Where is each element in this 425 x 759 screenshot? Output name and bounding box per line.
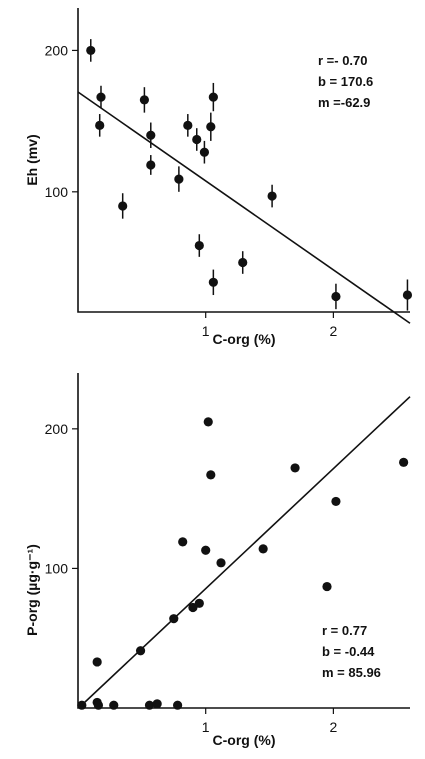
chart1-data-point: [96, 92, 106, 102]
chart1-data-point: [194, 240, 204, 251]
chart2-data-point: [173, 700, 183, 710]
chart1-stat-0: r =- 0.70: [318, 53, 368, 68]
chart2-data-point: [135, 646, 146, 656]
chart2-data-point: [399, 457, 409, 467]
chart1-data-point: [95, 120, 105, 130]
chart1-data-point: [183, 120, 193, 130]
chart2-data-point: [203, 417, 213, 427]
chart2-data-point: [290, 463, 300, 473]
chart1-data-point: [208, 92, 218, 102]
chart2-data-point: [331, 496, 341, 507]
chart1-data-point: [402, 290, 413, 300]
chart2-data-point: [194, 598, 204, 608]
chart2-y-tick-label: 200: [45, 421, 69, 437]
chart1-y-tick-label: 200: [45, 42, 69, 58]
chart1-x-tick-label: 2: [329, 323, 337, 339]
chart2-data-point: [77, 700, 87, 710]
chart2-data-point: [109, 700, 119, 710]
chart1-stat-2: m =-62.9: [318, 95, 370, 110]
chart2-stat-1: b = -0.44: [322, 644, 375, 659]
chart2-data-point: [92, 657, 102, 667]
chart2-data-point: [152, 699, 162, 709]
chart2-data-point: [206, 470, 216, 480]
chart1-regression-line: [77, 91, 411, 324]
chart2-data-point: [178, 537, 188, 547]
chart2-data-point: [201, 545, 211, 555]
chart2-data-point: [93, 700, 104, 710]
chart1-data-point: [331, 291, 341, 302]
chart1-data-point: [139, 95, 149, 105]
porg-vs-corg-chart: 1 2 100 200 C-org (%) P-org (µg·g⁻¹) r = 0…: [24, 373, 411, 748]
chart1-data-point: [174, 174, 184, 184]
chart2-data-point: [258, 544, 268, 554]
chart2-x-tick-label: 1: [202, 719, 210, 735]
chart2-stat-0: r = 0.77: [322, 623, 367, 638]
chart1-data-point: [192, 134, 202, 145]
chart2-axes: [77, 373, 410, 709]
chart1-axes: [77, 8, 410, 313]
chart2-x-axis-label: C-org (%): [213, 732, 276, 748]
chart2-y-tick-label: 100: [45, 560, 69, 576]
chart1-stat-1: b = 170.6: [318, 74, 373, 89]
chart1-data-point: [146, 130, 156, 140]
eh-vs-corg-chart: 1 2 100 200 C-org (%) Eh (mv) r =- 0.70 b =…: [24, 8, 413, 347]
chart1-data-point: [86, 45, 96, 56]
chart1-x-tick-label: 1: [202, 323, 210, 339]
chart1-data-point: [199, 147, 210, 157]
chart1-x-axis-label: C-org (%): [213, 331, 276, 347]
chart2-data-point: [322, 581, 332, 592]
chart2-data-point: [169, 614, 179, 624]
chart1-y-axis-label: Eh (mv): [24, 134, 40, 185]
chart1-data-point: [238, 257, 248, 268]
chart1-data-point: [206, 122, 216, 132]
chart1-y-tick-label: 100: [45, 184, 69, 200]
chart1-data-point: [146, 160, 156, 170]
chart2-regression-line: [78, 396, 411, 709]
chart2-stat-2: m = 85.96: [322, 665, 381, 680]
chart2-y-axis-label: P-org (µg·g⁻¹): [24, 544, 40, 636]
chart1-data-point: [267, 191, 277, 201]
chart2-data-point: [144, 700, 155, 710]
chart2-data-point: [216, 558, 226, 568]
chart1-data-point: [118, 201, 128, 211]
chart1-data-point: [208, 277, 218, 287]
chart2-x-tick-label: 2: [329, 719, 337, 735]
